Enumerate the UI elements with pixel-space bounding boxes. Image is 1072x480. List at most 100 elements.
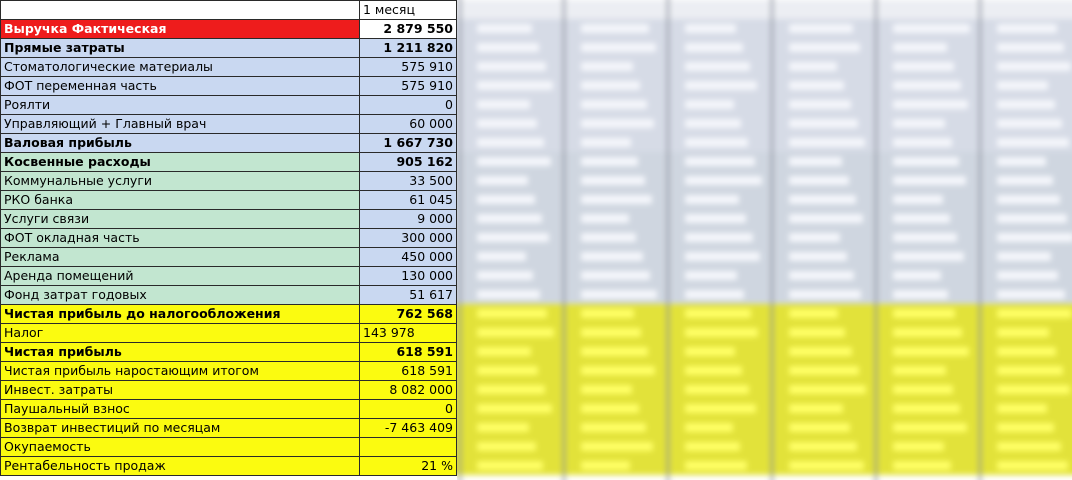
table-row: Аренда помещений 130 000 — [0, 266, 457, 286]
blurred-value — [789, 233, 840, 242]
blurred-value — [477, 157, 551, 166]
table-row: Выручка Фактическая 2 879 550 — [0, 19, 457, 39]
blurred-value — [581, 195, 652, 204]
row-label-cell[interactable]: Валовая прибыль — [0, 133, 360, 153]
blurred-value — [789, 290, 861, 299]
blurred-value — [893, 461, 951, 470]
row-label-cell[interactable]: Управляющий + Главный врач — [0, 114, 360, 134]
row-label-cell[interactable]: Стоматологические материалы — [0, 57, 360, 77]
row-label-cell[interactable]: РКО банка — [0, 190, 360, 210]
row-label-cell[interactable]: Коммунальные услуги — [0, 171, 360, 191]
blurred-band — [457, 437, 1072, 456]
blurred-value — [581, 81, 640, 90]
row-value-cell[interactable]: 9 000 — [359, 209, 457, 229]
blurred-value — [893, 233, 957, 242]
blurred-value — [581, 290, 657, 299]
blurred-value — [685, 43, 743, 52]
blurred-value — [997, 328, 1049, 337]
blurred-value — [685, 24, 736, 33]
blurred-value — [477, 24, 532, 33]
blurred-value — [477, 271, 533, 280]
blurred-value — [997, 119, 1062, 128]
row-label-cell[interactable]: Рентабельность продаж — [0, 456, 360, 476]
blurred-value — [685, 366, 742, 375]
row-value-cell[interactable]: 1 667 730 — [359, 133, 457, 153]
row-value-cell[interactable]: 33 500 — [359, 171, 457, 191]
blurred-value — [581, 328, 641, 337]
blurred-band — [457, 399, 1072, 418]
blurred-value — [685, 157, 755, 166]
row-value-cell[interactable] — [359, 437, 457, 457]
blurred-value — [477, 100, 530, 109]
row-value-cell[interactable]: 0 — [359, 95, 457, 115]
blurred-value — [581, 138, 631, 147]
blurred-value — [893, 176, 966, 185]
row-value-cell[interactable]: 300 000 — [359, 228, 457, 248]
row-label-cell[interactable]: Роялти — [0, 95, 360, 115]
row-label-cell[interactable]: Аренда помещений — [0, 266, 360, 286]
row-label-cell[interactable]: Чистая прибыль наростающим итогом — [0, 361, 360, 381]
blurred-value — [893, 252, 964, 261]
row-value-cell[interactable]: -7 463 409 — [359, 418, 457, 438]
row-label-cell[interactable]: Прямые затраты — [0, 38, 360, 58]
row-label-cell[interactable]: Услуги связи — [0, 209, 360, 229]
row-label-cell[interactable]: Косвенные расходы — [0, 152, 360, 172]
blurred-value — [477, 195, 535, 204]
row-value-cell[interactable]: 21 % — [359, 456, 457, 476]
row-label-cell[interactable]: Налог — [0, 323, 360, 343]
blurred-value — [581, 214, 629, 223]
row-value-cell[interactable]: 51 617 — [359, 285, 457, 305]
blurred-value — [685, 214, 746, 223]
row-label-cell[interactable]: Чистая прибыль до налогообложения — [0, 304, 360, 324]
row-value-cell[interactable]: 2 879 550 — [359, 19, 457, 39]
header-month-cell[interactable]: 1 месяц — [359, 0, 457, 20]
row-label-cell[interactable]: Инвест. затраты — [0, 380, 360, 400]
blurred-value — [581, 62, 633, 71]
row-value-cell[interactable]: 8 082 000 — [359, 380, 457, 400]
row-value-cell[interactable]: 143 978 — [359, 323, 457, 343]
blurred-band — [457, 76, 1072, 95]
blurred-value — [789, 271, 854, 280]
row-value-cell[interactable]: 61 045 — [359, 190, 457, 210]
row-label-cell[interactable]: ФОТ окладная часть — [0, 228, 360, 248]
blurred-band — [457, 114, 1072, 133]
row-value-cell[interactable]: 0 — [359, 399, 457, 419]
row-value-cell[interactable]: 575 910 — [359, 76, 457, 96]
row-label-cell[interactable]: Выручка Фактическая — [0, 19, 360, 39]
row-label-cell[interactable]: Паушальный взнос — [0, 399, 360, 419]
row-label-cell[interactable]: Фонд затрат годовых — [0, 285, 360, 305]
row-value-cell[interactable]: 450 000 — [359, 247, 457, 267]
row-value-cell[interactable]: 1 211 820 — [359, 38, 457, 58]
blurred-column-line — [979, 0, 981, 480]
blurred-value — [789, 385, 866, 394]
blurred-band — [457, 304, 1072, 323]
blurred-band — [457, 418, 1072, 437]
row-value-cell[interactable]: 762 568 — [359, 304, 457, 324]
row-value-cell[interactable]: 618 591 — [359, 361, 457, 381]
row-value-cell[interactable]: 60 000 — [359, 114, 457, 134]
blurred-value — [581, 461, 630, 470]
row-value-cell[interactable]: 575 910 — [359, 57, 457, 77]
blurred-value — [997, 157, 1046, 166]
blurred-value — [997, 423, 1054, 432]
row-label-cell[interactable]: Реклама — [0, 247, 360, 267]
blurred-value — [581, 271, 650, 280]
blurred-value — [893, 24, 970, 33]
blurred-value — [997, 24, 1057, 33]
row-label-cell[interactable]: Возврат инвестиций по месяцам — [0, 418, 360, 438]
row-value-cell[interactable]: 130 000 — [359, 266, 457, 286]
blurred-column-line — [875, 0, 877, 480]
blurred-band — [457, 209, 1072, 228]
row-label-cell[interactable]: Чистая прибыль — [0, 342, 360, 362]
row-label-cell[interactable]: ФОТ переменная часть — [0, 76, 360, 96]
row-label-cell[interactable]: Окупаемость — [0, 437, 360, 457]
row-value-cell[interactable]: 618 591 — [359, 342, 457, 362]
blurred-value — [893, 328, 962, 337]
blurred-band — [457, 342, 1072, 361]
blurred-months-area — [457, 0, 1072, 480]
header-label-cell[interactable] — [0, 0, 360, 20]
blurred-value — [893, 404, 960, 413]
row-value-cell[interactable]: 905 162 — [359, 152, 457, 172]
blurred-value — [789, 81, 844, 90]
